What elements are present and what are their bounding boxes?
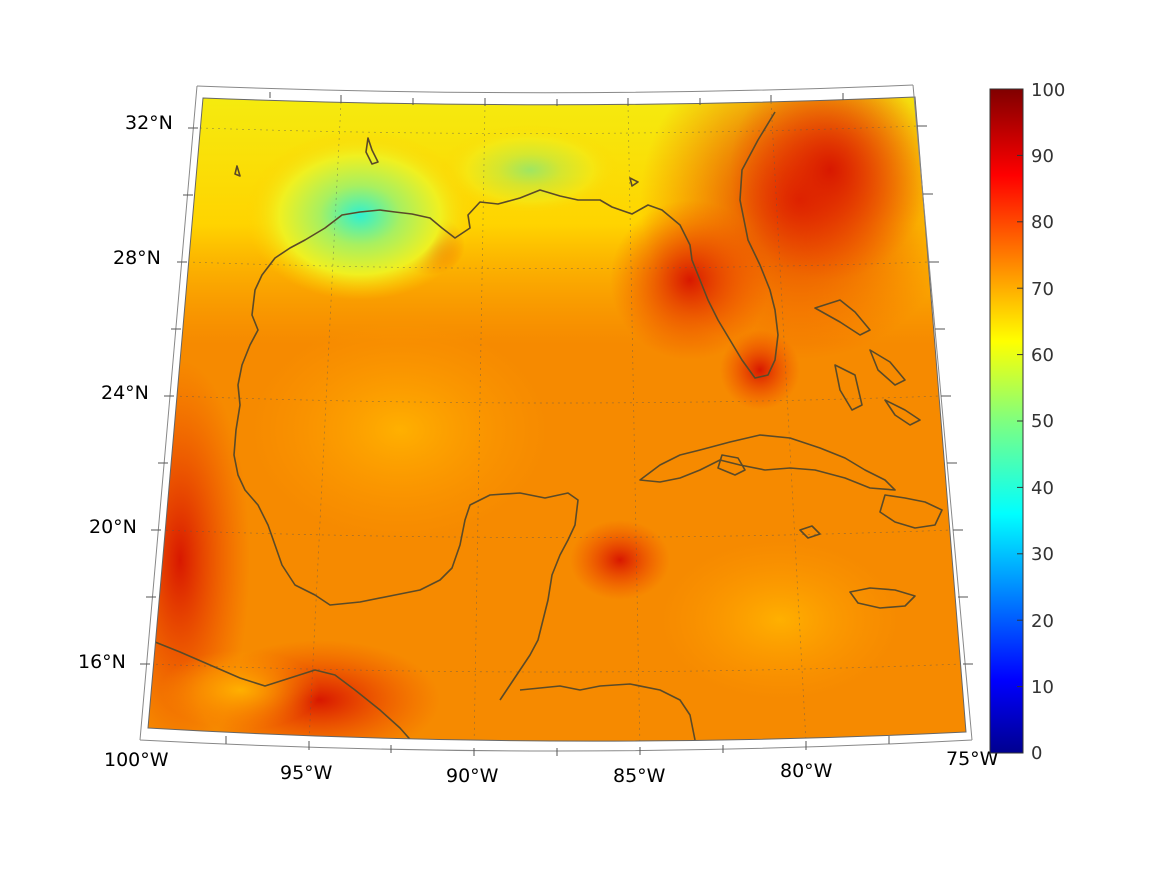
lon-label-95w: 95°W [280, 762, 333, 784]
colorbar-tick-80: 80 [1031, 212, 1054, 233]
lon-label-85w: 85°W [613, 765, 666, 787]
colorbar-tick-10: 10 [1031, 677, 1054, 698]
colorbar-tick-40: 40 [1031, 478, 1054, 499]
lat-label-24n: 24°N [101, 382, 149, 404]
lat-label-28n: 28°N [113, 247, 161, 269]
hispaniola-coastline [879, 494, 943, 529]
colorbar-tick-20: 20 [1031, 611, 1054, 632]
map-frame [147, 96, 967, 742]
bahamas-coastline [814, 299, 921, 426]
gulf-coastline [233, 111, 779, 701]
longitude-labels: 100°W 95°W 90°W 85°W 80°W 75°W [104, 748, 999, 787]
lon-label-100w: 100°W [104, 749, 169, 771]
lon-label-90w: 90°W [446, 765, 499, 787]
lon-label-80w: 80°W [780, 760, 833, 782]
colorbar-tick-100: 100 [1031, 80, 1065, 101]
lat-label-20n: 20°N [89, 516, 137, 538]
colorbar-tick-0: 0 [1031, 743, 1042, 764]
coastlines [154, 111, 943, 742]
colorbar-tick-70: 70 [1031, 279, 1054, 300]
data-field [148, 97, 966, 742]
lon-label-75w: 75°W [946, 748, 999, 770]
colorbar-tick-60: 60 [1031, 345, 1054, 366]
lat-label-32n: 32°N [125, 112, 173, 134]
colorbar-tick-90: 90 [1031, 146, 1054, 167]
latitude-labels: 32°N 28°N 24°N 20°N 16°N [78, 112, 173, 673]
colorbar-tick-50: 50 [1031, 411, 1054, 432]
pacific-coastline [154, 641, 416, 742]
colorbar: 100 90 80 70 60 50 40 30 20 10 0 [989, 80, 1065, 764]
colorbar-tick-30: 30 [1031, 544, 1054, 565]
cuba-coastline [639, 434, 896, 491]
lat-label-16n: 16°N [78, 651, 126, 673]
central-america-coastline [519, 683, 696, 741]
graticule [149, 101, 963, 742]
jamaica-coastline [849, 587, 916, 609]
